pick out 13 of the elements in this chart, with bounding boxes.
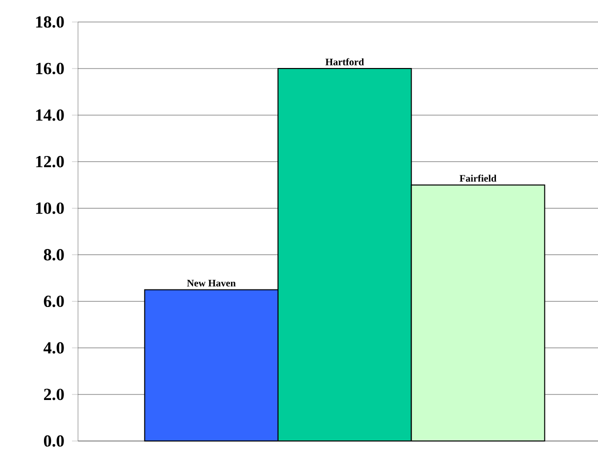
y-tick-label: 16.0 — [36, 62, 64, 74]
y-tick-label: 8.0 — [44, 249, 64, 261]
y-tick-label: 14.0 — [36, 109, 64, 121]
y-tick-label: 18.0 — [36, 16, 64, 28]
x-tick-label: Fairfield — [460, 174, 496, 182]
y-tick-label: 4.0 — [44, 342, 64, 354]
y-tick-label: 12.0 — [36, 156, 64, 168]
x-tick-label: New Haven — [187, 280, 236, 286]
y-tick-label: 0.0 — [44, 435, 64, 447]
y-tick-label: 2.0 — [44, 388, 64, 400]
y-tick-label: 10.0 — [36, 202, 64, 214]
x-tick-label: Hartford — [325, 58, 364, 66]
y-tick-label: 6.0 — [44, 296, 64, 308]
